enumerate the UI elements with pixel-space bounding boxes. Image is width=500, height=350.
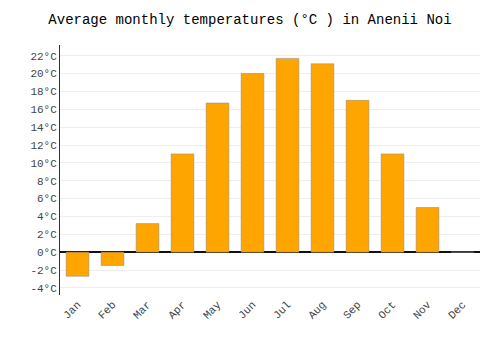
svg-text:4°C: 4°C — [37, 211, 57, 223]
svg-text:16°C: 16°C — [30, 104, 57, 116]
svg-text:Aug: Aug — [306, 299, 328, 321]
svg-text:Average monthly temperatures (: Average monthly temperatures (°C ) in An… — [48, 12, 451, 28]
svg-text:May: May — [201, 299, 224, 322]
svg-text:10°C: 10°C — [30, 158, 57, 170]
svg-text:8°C: 8°C — [37, 176, 57, 188]
svg-text:-2°C: -2°C — [30, 265, 57, 277]
svg-text:0°C: 0°C — [37, 247, 57, 259]
svg-text:Jun: Jun — [236, 299, 258, 321]
svg-text:Dec: Dec — [446, 299, 468, 321]
svg-text:Mar: Mar — [131, 299, 153, 321]
svg-text:Apr: Apr — [166, 299, 188, 321]
svg-text:2°C: 2°C — [37, 229, 57, 241]
svg-text:-4°C: -4°C — [30, 283, 57, 295]
svg-text:Sep: Sep — [341, 299, 363, 321]
svg-text:Jul: Jul — [271, 299, 293, 321]
svg-text:22°C: 22°C — [30, 51, 57, 63]
svg-text:Jan: Jan — [61, 299, 83, 321]
svg-text:14°C: 14°C — [30, 122, 57, 134]
svg-text:Feb: Feb — [96, 299, 118, 321]
svg-text:18°C: 18°C — [30, 86, 57, 98]
svg-text:Nov: Nov — [411, 299, 434, 322]
svg-text:6°C: 6°C — [37, 193, 57, 205]
svg-text:Oct: Oct — [376, 299, 398, 321]
svg-text:12°C: 12°C — [30, 140, 57, 152]
svg-text:20°C: 20°C — [30, 68, 57, 80]
